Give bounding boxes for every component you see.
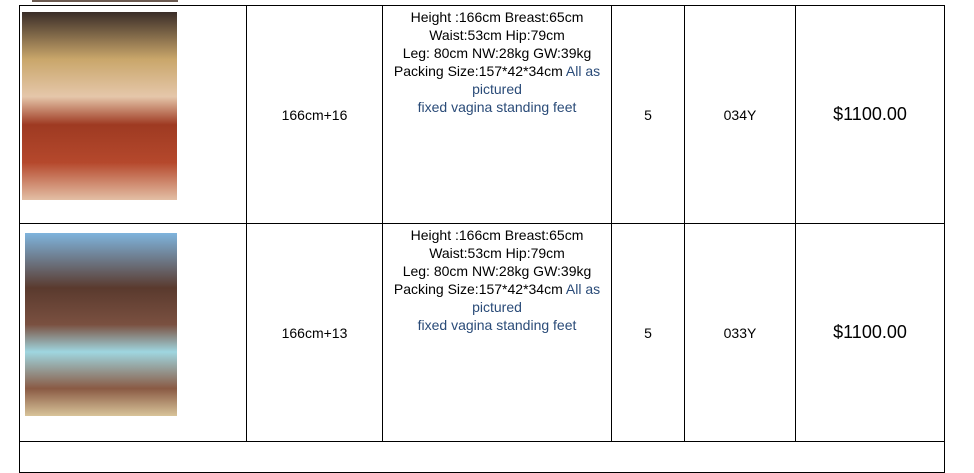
spec-line: Waist:53cm Hip:79cm — [429, 27, 565, 43]
next-row — [19, 441, 945, 473]
spec-line: Waist:53cm Hip:79cm — [429, 245, 565, 261]
previous-row-image-edge — [32, 0, 178, 2]
product-image[interactable] — [22, 12, 177, 200]
description-cell: Height :166cm Breast:65cm Waist:53cm Hip… — [382, 5, 612, 224]
table-row: 166cm+13 Height :166cm Breast:65cm Waist… — [19, 223, 945, 442]
spec-line: Packing Size:157*42*34cm — [393, 63, 563, 79]
price-cell: $1100.00 — [795, 223, 945, 442]
note: All as pictured — [472, 281, 601, 315]
note: fixed vagina standing feet — [417, 99, 577, 115]
price-cell: $1100.00 — [795, 5, 945, 224]
image-cell — [19, 223, 247, 442]
spec-line: Leg: 80cm NW:28kg GW:39kg — [402, 263, 592, 279]
size-cell: 166cm+16 — [246, 5, 383, 224]
qty-cell: 5 — [611, 5, 685, 224]
note: fixed vagina standing feet — [417, 317, 577, 333]
code-cell: 034Y — [684, 5, 796, 224]
spec-line: Leg: 80cm NW:28kg GW:39kg — [402, 45, 592, 61]
table-row: 166cm+16 Height :166cm Breast:65cm Waist… — [19, 5, 945, 224]
image-cell — [19, 5, 247, 224]
table-row — [19, 441, 945, 473]
spec-line: Packing Size:157*42*34cm — [393, 281, 563, 297]
qty-cell: 5 — [611, 223, 685, 442]
size-cell: 166cm+13 — [246, 223, 383, 442]
description-cell: Height :166cm Breast:65cm Waist:53cm Hip… — [382, 223, 612, 442]
spec-line: Height :166cm Breast:65cm — [410, 9, 584, 25]
note: All as pictured — [472, 63, 601, 97]
product-image[interactable] — [25, 233, 177, 416]
spec-line: Height :166cm Breast:65cm — [410, 227, 584, 243]
code-cell: 033Y — [684, 223, 796, 442]
product-table: 166cm+16 Height :166cm Breast:65cm Waist… — [19, 5, 945, 473]
